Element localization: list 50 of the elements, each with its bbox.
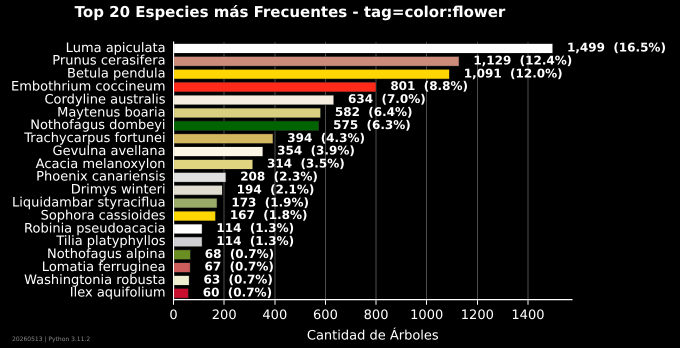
x-tick-label: 0 [169,308,178,323]
data-label: 1,129 (12.4%) [473,53,572,68]
y-tick-label: Robinia pseudoacacia [24,221,166,236]
y-tick-label: Acacia melanoxylon [36,156,166,172]
x-tick-label: 200 [212,308,237,323]
data-label: 582 (6.4%) [334,105,413,120]
y-tick-label: Washingtonia robusta [24,272,166,288]
data-label: 1,091 (12.0%) [464,66,563,80]
data-label: 167 (1.8%) [230,208,308,222]
data-label: 314 (3.5%) [267,156,345,171]
data-label: 67 (0.7%) [204,260,274,274]
y-tick-label: Embothrium coccineum [10,79,166,94]
y-tick-label: Tilia platyphyllos [55,234,166,250]
data-label: 63 (0.7%) [204,272,273,287]
data-label: 114 (1.3%) [216,221,294,236]
y-tick-label: Nothofagus dombeyi [30,118,166,134]
y-tick-label: Drimys winteri [70,182,166,198]
y-tick-label: Liquidambar styraciflua [12,196,166,210]
data-label: 173 (1.9%) [231,195,310,210]
data-label: 208 (2.3%) [240,169,318,184]
x-tick-label: 800 [364,308,388,323]
x-tick-label: 1200 [460,308,494,323]
y-tick-label: Lomatia ferruginea [42,260,166,275]
data-label: 394 (4.3%) [287,130,365,145]
x-axis-title: Cantidad de Árboles [306,326,439,344]
y-tick-label: Betula pendula [67,66,166,82]
x-tick-label: 1000 [410,308,444,323]
x-tick-label: 600 [313,308,338,323]
data-label: 634 (7.0%) [348,92,426,106]
data-label: 60 (0.7%) [202,285,272,300]
data-label: 1,499 (16.5%) [567,40,666,55]
chart-title: Top 20 Especies más Frecuentes - tag=color:flower [74,2,506,21]
data-label: 354 (3.9%) [277,144,355,158]
data-label: 194 (2.1%) [236,182,314,196]
y-tick-label: Phoenix canariensis [36,170,166,185]
y-tick-label: Gevulna avellana [52,144,166,159]
y-tick-label: Ilex aquifolium [70,286,166,301]
y-tick-label: Nothofagus alpina [46,247,166,262]
y-tick-label: Cordyline australis [44,92,166,108]
data-label: 68 (0.7%) [204,246,274,261]
y-tick-label: Maytenus boaria [57,105,166,120]
y-tick-label: Prunus cerasifera [52,54,166,69]
data-label: 801 (8.8%) [390,79,468,94]
x-tick-label: 400 [262,308,288,323]
x-tick-label: 1400 [511,308,544,323]
y-tick-label: Luma apiculata [66,40,166,56]
data-label: 575 (6.3%) [333,118,411,132]
data-label: 114 (1.3%) [216,234,294,248]
y-tick-label: Sophora cassioides [40,208,166,224]
y-tick-label: Trachycarpus fortunei [23,131,166,146]
